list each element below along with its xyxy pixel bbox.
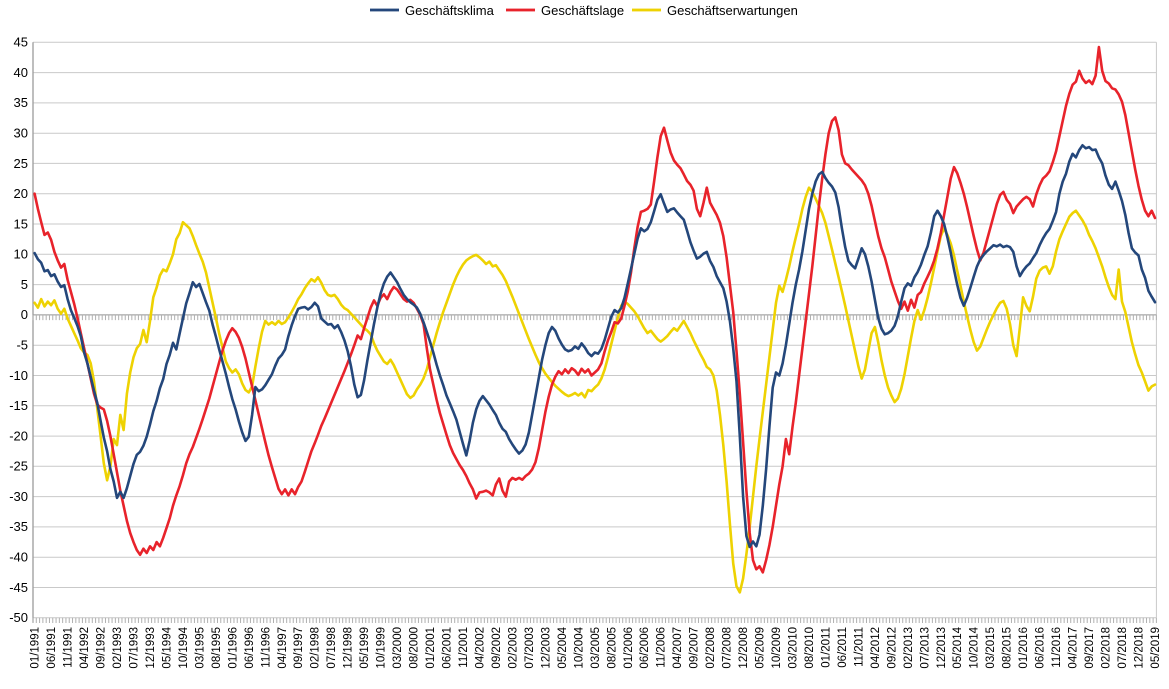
svg-text:08/2015: 08/2015	[1002, 627, 1014, 669]
svg-text:35: 35	[14, 95, 28, 110]
svg-text:01/2006: 01/2006	[623, 627, 635, 669]
svg-text:04/2007: 04/2007	[672, 627, 684, 669]
svg-text:06/2016: 06/2016	[1035, 627, 1047, 669]
svg-text:09/2002: 09/2002	[491, 627, 503, 669]
svg-text:11/1996: 11/1996	[260, 627, 272, 668]
svg-text:Geschäftslage: Geschäftslage	[541, 3, 624, 18]
svg-text:04/1997: 04/1997	[277, 627, 289, 669]
svg-text:5: 5	[21, 277, 28, 292]
svg-text:08/2010: 08/2010	[804, 627, 816, 669]
svg-text:10/2014: 10/2014	[969, 626, 981, 668]
svg-text:Geschäftsklima: Geschäftsklima	[405, 3, 495, 18]
svg-text:-15: -15	[9, 398, 28, 413]
svg-text:01/2016: 01/2016	[1018, 627, 1030, 669]
svg-text:08/2000: 08/2000	[409, 627, 421, 669]
svg-text:04/1992: 04/1992	[79, 627, 91, 669]
svg-text:06/1991: 06/1991	[46, 627, 58, 669]
svg-text:01/2001: 01/2001	[425, 627, 437, 669]
svg-text:02/2018: 02/2018	[1101, 627, 1113, 669]
svg-text:07/2018: 07/2018	[1117, 627, 1129, 669]
svg-text:-30: -30	[9, 489, 28, 504]
svg-text:09/1992: 09/1992	[96, 627, 108, 669]
svg-text:Geschäftserwartungen: Geschäftserwartungen	[667, 3, 798, 18]
svg-text:45: 45	[14, 35, 28, 50]
svg-text:02/1998: 02/1998	[310, 627, 322, 669]
svg-text:-45: -45	[9, 580, 28, 595]
svg-text:03/2010: 03/2010	[788, 627, 800, 669]
svg-text:03/2005: 03/2005	[590, 627, 602, 669]
svg-text:11/2001: 11/2001	[458, 627, 470, 668]
svg-text:09/2007: 09/2007	[689, 627, 701, 669]
svg-text:-40: -40	[9, 550, 28, 565]
svg-text:12/2003: 12/2003	[540, 627, 552, 669]
svg-text:11/2006: 11/2006	[656, 627, 668, 668]
svg-text:06/2006: 06/2006	[639, 627, 651, 669]
svg-text:11/1991: 11/1991	[63, 627, 75, 668]
svg-text:-25: -25	[9, 459, 28, 474]
svg-text:40: 40	[14, 65, 28, 80]
svg-text:01/2011: 01/2011	[820, 627, 832, 668]
svg-text:06/1996: 06/1996	[244, 627, 256, 669]
svg-text:-5: -5	[16, 338, 28, 353]
svg-text:20: 20	[14, 186, 28, 201]
svg-text:30: 30	[14, 126, 28, 141]
svg-text:07/2003: 07/2003	[524, 627, 536, 669]
svg-text:10/2004: 10/2004	[573, 626, 585, 668]
svg-text:0: 0	[21, 307, 28, 322]
svg-text:-20: -20	[9, 428, 28, 443]
svg-text:06/2011: 06/2011	[837, 627, 849, 668]
svg-text:10/2009: 10/2009	[771, 627, 783, 669]
svg-text:08/1995: 08/1995	[211, 627, 223, 669]
svg-text:08/2005: 08/2005	[606, 627, 618, 669]
svg-text:11/2016: 11/2016	[1051, 627, 1063, 668]
svg-text:04/2017: 04/2017	[1068, 627, 1080, 669]
svg-text:02/2008: 02/2008	[705, 627, 717, 669]
svg-text:04/2002: 04/2002	[475, 627, 487, 669]
svg-text:15: 15	[14, 216, 28, 231]
svg-text:09/2017: 09/2017	[1084, 627, 1096, 669]
svg-text:01/1996: 01/1996	[227, 627, 239, 669]
svg-text:05/1994: 05/1994	[162, 626, 174, 668]
svg-text:12/2013: 12/2013	[936, 627, 948, 669]
svg-text:-50: -50	[9, 610, 28, 625]
svg-text:05/2004: 05/2004	[557, 626, 569, 668]
svg-text:09/1997: 09/1997	[293, 627, 305, 669]
svg-text:05/2009: 05/2009	[755, 627, 767, 669]
svg-text:03/1995: 03/1995	[194, 627, 206, 669]
svg-text:12/2018: 12/2018	[1134, 627, 1146, 669]
svg-text:09/2012: 09/2012	[886, 627, 898, 669]
svg-text:10/1994: 10/1994	[178, 626, 190, 668]
svg-text:-10: -10	[9, 368, 28, 383]
svg-text:07/2008: 07/2008	[722, 627, 734, 669]
svg-text:03/2000: 03/2000	[392, 627, 404, 669]
svg-text:05/2014: 05/2014	[952, 626, 964, 668]
svg-text:10/1999: 10/1999	[376, 627, 388, 669]
svg-text:02/1993: 02/1993	[112, 627, 124, 669]
svg-text:02/2003: 02/2003	[507, 627, 519, 669]
svg-text:06/2001: 06/2001	[442, 627, 454, 669]
svg-text:11/2011: 11/2011	[853, 627, 865, 667]
svg-text:05/2019: 05/2019	[1150, 627, 1162, 669]
svg-text:07/1998: 07/1998	[326, 627, 338, 669]
svg-text:10: 10	[14, 247, 28, 262]
svg-text:25: 25	[14, 156, 28, 171]
svg-text:04/2012: 04/2012	[870, 627, 882, 669]
svg-text:-35: -35	[9, 519, 28, 534]
svg-text:03/2015: 03/2015	[985, 627, 997, 669]
svg-text:01/1991: 01/1991	[30, 627, 42, 669]
svg-text:07/1993: 07/1993	[129, 627, 141, 669]
svg-text:05/1999: 05/1999	[359, 627, 371, 669]
svg-text:12/1998: 12/1998	[343, 627, 355, 669]
svg-text:07/2013: 07/2013	[919, 627, 931, 669]
svg-text:12/2008: 12/2008	[738, 627, 750, 669]
svg-text:02/2013: 02/2013	[903, 627, 915, 669]
svg-text:12/1993: 12/1993	[145, 627, 157, 669]
